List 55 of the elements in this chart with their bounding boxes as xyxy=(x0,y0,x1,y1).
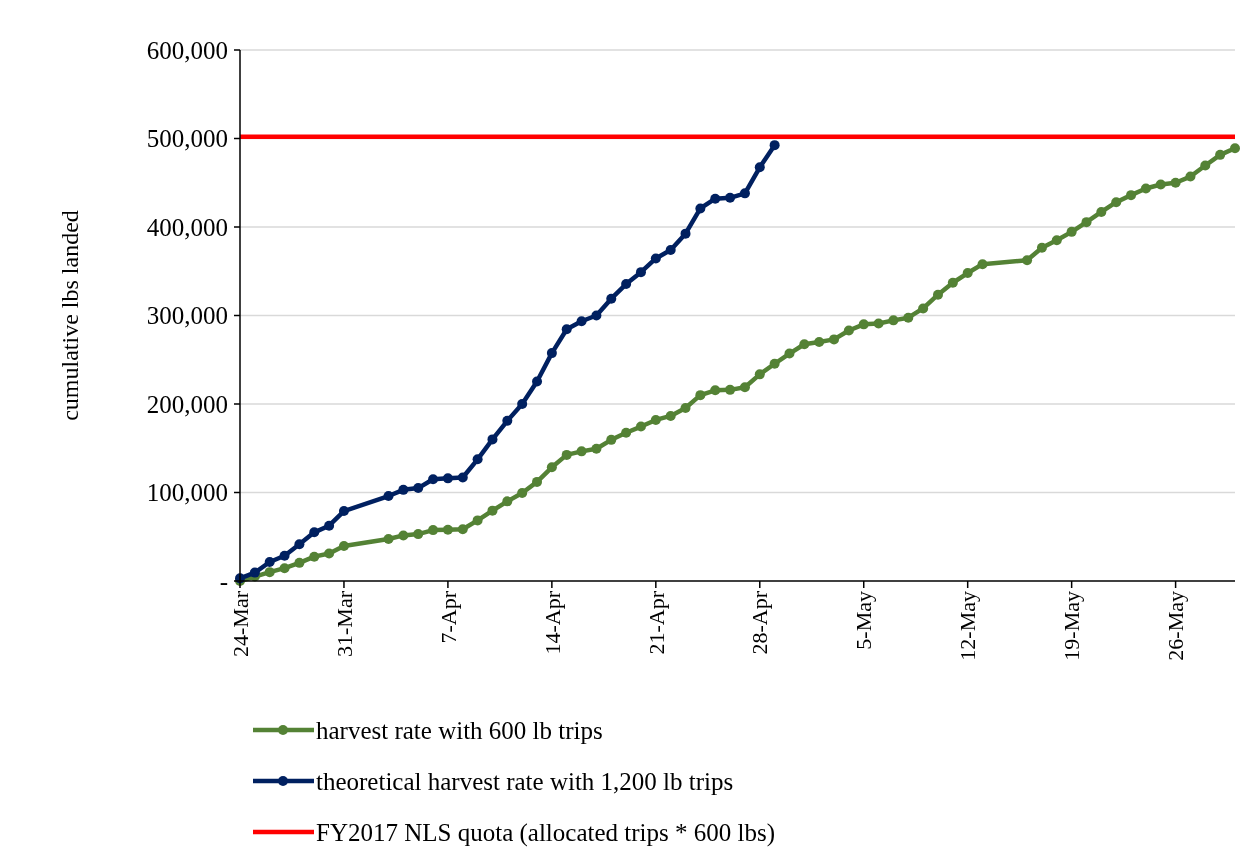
point xyxy=(279,550,290,561)
point xyxy=(680,228,691,239)
y-tick-label: - xyxy=(219,567,228,595)
x-tick-label: 7-Apr xyxy=(435,590,461,644)
point xyxy=(591,310,602,321)
y-tick-label: 400,000 xyxy=(146,213,228,241)
point xyxy=(324,520,335,531)
legend-label: theoretical harvest rate with 1,200 lb trips xyxy=(316,767,734,795)
point xyxy=(338,506,349,517)
y-tick-label: 100,000 xyxy=(146,479,228,507)
point xyxy=(249,567,260,578)
x-tick-label: 14-Apr xyxy=(539,590,565,655)
x-tick-label: 21-Apr xyxy=(643,590,669,655)
x-tick-label: 28-Apr xyxy=(747,590,773,655)
point xyxy=(665,245,676,256)
point xyxy=(383,491,394,502)
point xyxy=(621,279,632,290)
point xyxy=(650,253,661,264)
point xyxy=(725,192,736,203)
x-tick-label: 26-May xyxy=(1163,591,1189,661)
point xyxy=(739,188,750,199)
point xyxy=(309,527,320,538)
point xyxy=(502,415,513,426)
point xyxy=(561,324,572,335)
x-tick-label: 12-May xyxy=(955,591,981,661)
point xyxy=(472,454,483,465)
legend-label: FY2017 NLS quota (allocated trips * 600 lbs) xyxy=(316,818,775,847)
x-tick-label: 24-Mar xyxy=(227,590,253,657)
point xyxy=(457,472,468,483)
point xyxy=(606,293,617,304)
point xyxy=(532,376,543,387)
point xyxy=(754,162,765,173)
x-tick-label: 31-Mar xyxy=(331,590,357,657)
x-tick-label: 5-May xyxy=(851,591,877,650)
point xyxy=(710,193,721,204)
point xyxy=(635,267,646,278)
point xyxy=(576,316,587,327)
point xyxy=(546,348,557,359)
y-tick-label: 600,000 xyxy=(146,36,228,64)
x-tick-label: 19-May xyxy=(1059,591,1085,661)
point xyxy=(294,539,305,550)
y-axis-title: cumulative lbs landed xyxy=(57,210,83,421)
point xyxy=(695,203,706,214)
y-tick-label: 200,000 xyxy=(146,390,228,418)
point xyxy=(442,473,453,484)
point xyxy=(398,484,409,495)
point xyxy=(769,140,780,151)
point xyxy=(428,474,439,485)
point xyxy=(413,483,424,494)
legend-label: harvest rate with 600 lb trips xyxy=(316,716,603,744)
y-tick-label: 500,000 xyxy=(146,125,228,153)
y-tick-label: 300,000 xyxy=(146,302,228,330)
point xyxy=(487,434,498,445)
point xyxy=(517,399,528,409)
point xyxy=(264,556,275,567)
